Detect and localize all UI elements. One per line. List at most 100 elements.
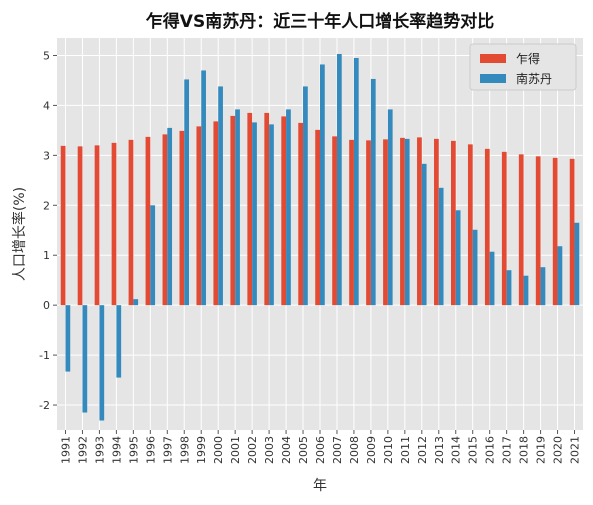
y-tick-label: 0 — [43, 299, 50, 312]
x-tick-label: 2020 — [552, 436, 565, 464]
bar-south-sudan-1998 — [184, 79, 190, 306]
x-tick-label: 2007 — [331, 436, 344, 464]
bar-chad-2015 — [467, 144, 473, 306]
y-tick-label: 4 — [43, 99, 50, 112]
bar-south-sudan-2009 — [370, 78, 376, 306]
x-tick-label: 2015 — [467, 436, 480, 464]
chart-title: 乍得VS南苏丹：近三十年人口增长率趋势对比 — [146, 11, 494, 32]
bar-chad-2002 — [247, 112, 253, 306]
x-tick-label: 2021 — [569, 436, 582, 464]
bar-south-sudan-2003 — [269, 124, 274, 306]
legend-label-chad: 乍得 — [516, 51, 540, 66]
bar-south-sudan-2007 — [336, 53, 342, 306]
bar-chad-2010 — [383, 139, 388, 306]
y-axis-ticks: -2 -1 0 1 2 3 4 5 — [39, 49, 57, 412]
bar-south-sudan-2020 — [557, 246, 563, 306]
x-tick-label: 2005 — [297, 436, 310, 464]
bar-south-sudan-2014 — [455, 210, 461, 306]
x-tick-label: 2003 — [263, 436, 276, 464]
bar-south-sudan-2011 — [404, 138, 410, 306]
bar-chad-2020 — [552, 157, 558, 306]
legend-swatch-chad — [480, 54, 506, 63]
x-tick-label: 2019 — [535, 436, 548, 464]
bar-chad-2021 — [569, 158, 575, 306]
y-tick-label: -2 — [39, 399, 50, 412]
bar-chad-1995 — [128, 139, 134, 306]
bar-chad-2014 — [450, 140, 456, 306]
x-tick-label: 2017 — [501, 436, 514, 464]
x-tick-label: 2009 — [365, 436, 378, 464]
x-axis-label: 年 — [313, 478, 327, 494]
bar-south-sudan-2000 — [218, 86, 223, 306]
x-tick-label: 2013 — [433, 436, 446, 464]
bar-south-sudan-2005 — [303, 86, 308, 306]
bar-chad-2005 — [298, 122, 304, 306]
bar-south-sudan-2012 — [421, 163, 427, 306]
bar-south-sudan-1992 — [82, 305, 88, 413]
bar-chad-2018 — [518, 154, 524, 306]
bar-south-sudan-1999 — [201, 70, 206, 306]
y-tick-label: -1 — [39, 349, 50, 362]
bar-chad-2019 — [535, 156, 541, 306]
x-tick-label: 2002 — [246, 436, 259, 464]
bar-chad-2000 — [213, 121, 219, 306]
y-tick-label: 2 — [43, 199, 50, 212]
x-tick-label: 2018 — [518, 436, 531, 464]
bar-south-sudan-1996 — [150, 205, 156, 306]
bar-south-sudan-2010 — [387, 109, 393, 306]
x-tick-label: 1996 — [144, 436, 157, 464]
bar-chad-2011 — [400, 137, 405, 306]
bar-south-sudan-1997 — [167, 127, 173, 306]
bar-chad-2013 — [434, 138, 439, 306]
bar-south-sudan-1994 — [116, 305, 122, 378]
legend-swatch-south-sudan — [480, 74, 506, 83]
bar-south-sudan-1991 — [65, 305, 71, 372]
x-tick-label: 2004 — [280, 436, 293, 464]
bar-south-sudan-2016 — [489, 251, 495, 306]
x-tick-label: 2011 — [399, 436, 412, 464]
bar-chad-1993 — [94, 145, 100, 306]
x-tick-label: 1998 — [178, 436, 191, 464]
x-tick-label: 1995 — [127, 436, 140, 464]
x-tick-label: 2001 — [229, 436, 242, 464]
bar-south-sudan-2001 — [235, 109, 240, 306]
bar-chad-2012 — [417, 137, 422, 306]
x-tick-label: 1997 — [161, 436, 174, 464]
legend-label-south-sudan: 南苏丹 — [516, 71, 552, 86]
x-tick-label: 1994 — [110, 436, 123, 464]
y-tick-label: 1 — [43, 249, 50, 262]
x-tick-label: 1991 — [59, 436, 72, 464]
x-tick-label: 2010 — [382, 436, 395, 464]
x-tick-label: 2014 — [450, 436, 463, 464]
x-tick-label: 2000 — [212, 436, 225, 464]
x-tick-label: 2006 — [314, 436, 327, 464]
bar-chad-1998 — [179, 130, 185, 306]
bar-chad-2017 — [501, 151, 507, 306]
bar-chad-2016 — [484, 148, 490, 306]
bar-south-sudan-2002 — [252, 122, 257, 306]
bar-south-sudan-2017 — [506, 270, 512, 306]
x-axis-ticks: 1991 1992 1993 1994 1995 1996 1997 1998 1999 2000… — [59, 430, 582, 464]
y-axis-label: 人口增长率(%) — [11, 187, 28, 281]
bar-south-sudan-2004 — [286, 109, 291, 306]
bar-south-sudan-2015 — [472, 229, 478, 306]
bar-chad-1996 — [145, 136, 151, 306]
bar-south-sudan-2021 — [574, 222, 580, 306]
bar-south-sudan-2006 — [320, 64, 325, 306]
bar-chad-1994 — [111, 142, 117, 306]
bar-chad-2003 — [264, 112, 270, 306]
y-tick-label: 3 — [43, 149, 50, 162]
x-tick-label: 1999 — [195, 436, 208, 464]
bar-chad-2006 — [315, 129, 320, 306]
bar-south-sudan-1993 — [99, 305, 105, 421]
x-tick-label: 1992 — [76, 436, 89, 464]
x-tick-label: 2008 — [348, 436, 361, 464]
x-tick-label: 2016 — [484, 436, 497, 464]
bar-chad-2009 — [366, 140, 371, 306]
bar-chad-1992 — [77, 146, 83, 306]
bar-chad-1991 — [60, 145, 66, 306]
bar-south-sudan-2019 — [540, 267, 546, 306]
